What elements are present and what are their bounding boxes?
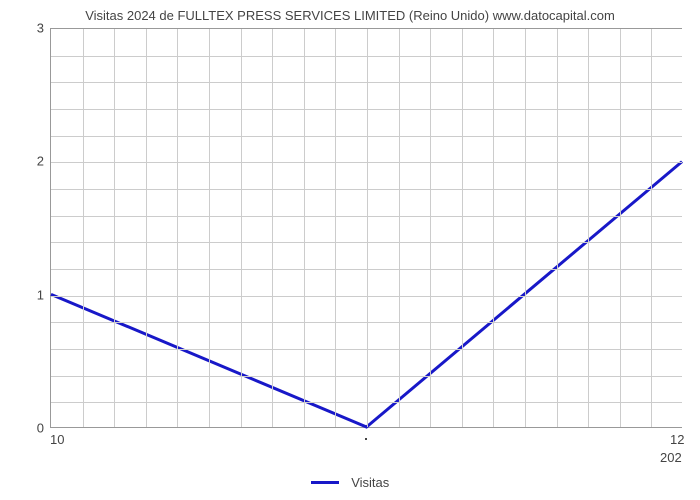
grid-line-v [272, 29, 273, 427]
legend-label: Visitas [351, 475, 389, 490]
grid-line-v [146, 29, 147, 427]
y-tick-label: 3 [32, 21, 44, 36]
grid-line-v [335, 29, 336, 427]
grid-line-v [430, 29, 431, 427]
legend-swatch [311, 481, 339, 484]
grid-line-v [83, 29, 84, 427]
y-tick-label: 2 [32, 154, 44, 169]
y-tick-label: 1 [32, 287, 44, 302]
grid-line-v [114, 29, 115, 427]
grid-line-v [177, 29, 178, 427]
grid-line-v [493, 29, 494, 427]
x-tick-label: 10 [50, 432, 64, 447]
grid-line-v [588, 29, 589, 427]
y-tick-label: 0 [32, 421, 44, 436]
chart-title: Visitas 2024 de FULLTEX PRESS SERVICES L… [0, 8, 700, 23]
grid-line-v [399, 29, 400, 427]
x-tick-label: 12 [670, 432, 684, 447]
x-tick-mark [365, 438, 367, 440]
grid-line-v [620, 29, 621, 427]
grid-line-v [557, 29, 558, 427]
plot-area [50, 28, 682, 428]
grid-line-v [367, 29, 368, 427]
grid-line-v [241, 29, 242, 427]
grid-line-v [209, 29, 210, 427]
grid-line-v [462, 29, 463, 427]
grid-line-v [304, 29, 305, 427]
chart-container: Visitas 2024 de FULLTEX PRESS SERVICES L… [0, 0, 700, 500]
x-sub-label: 202 [660, 450, 682, 465]
legend: Visitas [0, 474, 700, 492]
grid-line-v [525, 29, 526, 427]
grid-line-v [651, 29, 652, 427]
